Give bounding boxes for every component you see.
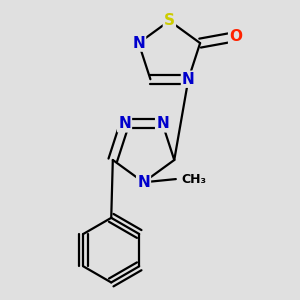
Text: N: N [137, 175, 150, 190]
Text: S: S [164, 13, 175, 28]
Text: CH₃: CH₃ [181, 172, 206, 186]
Text: N: N [132, 36, 145, 51]
Text: N: N [118, 116, 131, 131]
Text: N: N [182, 72, 195, 87]
Text: O: O [229, 29, 242, 44]
Text: N: N [156, 116, 169, 131]
